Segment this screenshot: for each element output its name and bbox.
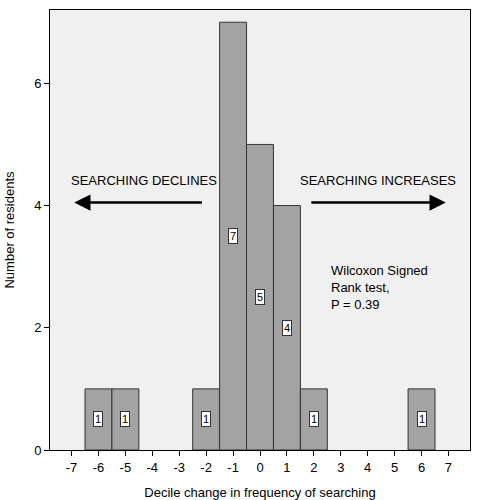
svg-text:4: 4 — [34, 198, 41, 213]
svg-text:1: 1 — [419, 413, 425, 425]
svg-text:3: 3 — [337, 460, 344, 475]
svg-text:2: 2 — [34, 320, 41, 335]
svg-text:-5: -5 — [120, 460, 132, 475]
svg-text:2: 2 — [310, 460, 317, 475]
svg-text:-4: -4 — [147, 460, 159, 475]
svg-text:-3: -3 — [173, 460, 185, 475]
svg-text:4: 4 — [284, 322, 290, 334]
svg-text:-2: -2 — [200, 460, 212, 475]
svg-text:7: 7 — [445, 460, 452, 475]
svg-text:1: 1 — [122, 413, 128, 425]
svg-text:1: 1 — [283, 460, 290, 475]
svg-text:Wilcoxon SignedRank test,P = 0: Wilcoxon SignedRank test,P = 0.39 — [331, 263, 428, 312]
svg-text:4: 4 — [364, 460, 371, 475]
svg-text:-7: -7 — [66, 460, 78, 475]
svg-text:SEARCHING INCREASES: SEARCHING INCREASES — [300, 173, 456, 188]
svg-text:5: 5 — [391, 460, 398, 475]
svg-text:-1: -1 — [227, 460, 239, 475]
svg-text:Decile change in frequency of: Decile change in frequency of searching — [144, 485, 375, 500]
svg-text:Number of residents: Number of residents — [2, 171, 17, 289]
svg-text:SEARCHING DECLINES: SEARCHING DECLINES — [71, 173, 217, 188]
svg-text:-6: -6 — [93, 460, 105, 475]
svg-text:1: 1 — [95, 413, 101, 425]
svg-text:6: 6 — [418, 460, 425, 475]
svg-text:0: 0 — [256, 460, 263, 475]
svg-text:1: 1 — [203, 413, 209, 425]
svg-text:7: 7 — [230, 230, 236, 242]
svg-text:0: 0 — [34, 443, 41, 458]
svg-text:5: 5 — [257, 291, 263, 303]
svg-text:6: 6 — [34, 76, 41, 91]
svg-text:1: 1 — [311, 413, 317, 425]
